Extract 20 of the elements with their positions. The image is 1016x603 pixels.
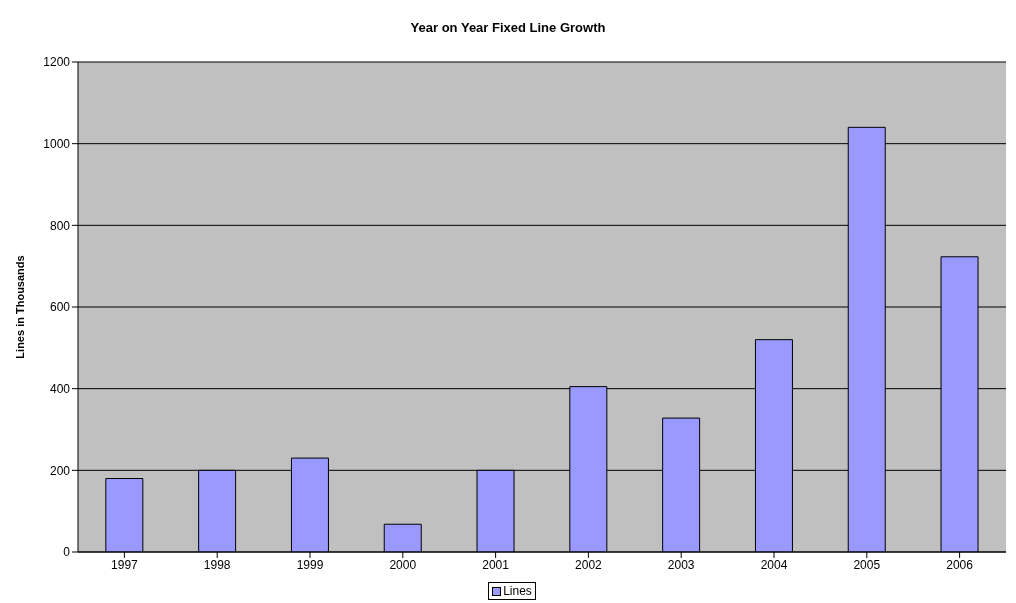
x-tick-label: 1998: [203, 557, 231, 572]
y-tick-label: 800: [49, 218, 71, 233]
legend-label: Lines: [502, 584, 532, 598]
x-tick-label: 2004: [760, 557, 788, 572]
y-tick-label: 1200: [43, 55, 71, 70]
x-tick-label: 2005: [853, 557, 881, 572]
y-tick-label: 600: [49, 300, 71, 315]
y-tick-label: 0: [63, 545, 71, 560]
y-tick-label: 200: [49, 463, 71, 478]
y-tick-label: 1000: [43, 136, 71, 151]
x-tick-label: 1997: [111, 557, 139, 572]
x-tick-label: 2003: [667, 557, 695, 572]
y-axis-title: Lines in Thousands: [13, 255, 26, 359]
x-tick-label: 1999: [296, 557, 324, 572]
x-tick-label: 2006: [946, 557, 974, 572]
x-tick-label: 2001: [482, 557, 510, 572]
x-tick-label: 2002: [575, 557, 603, 572]
x-tick-label: 2000: [389, 557, 417, 572]
y-tick-label: 400: [49, 381, 71, 396]
chart-title: Year on Year Fixed Line Growth: [409, 19, 607, 37]
